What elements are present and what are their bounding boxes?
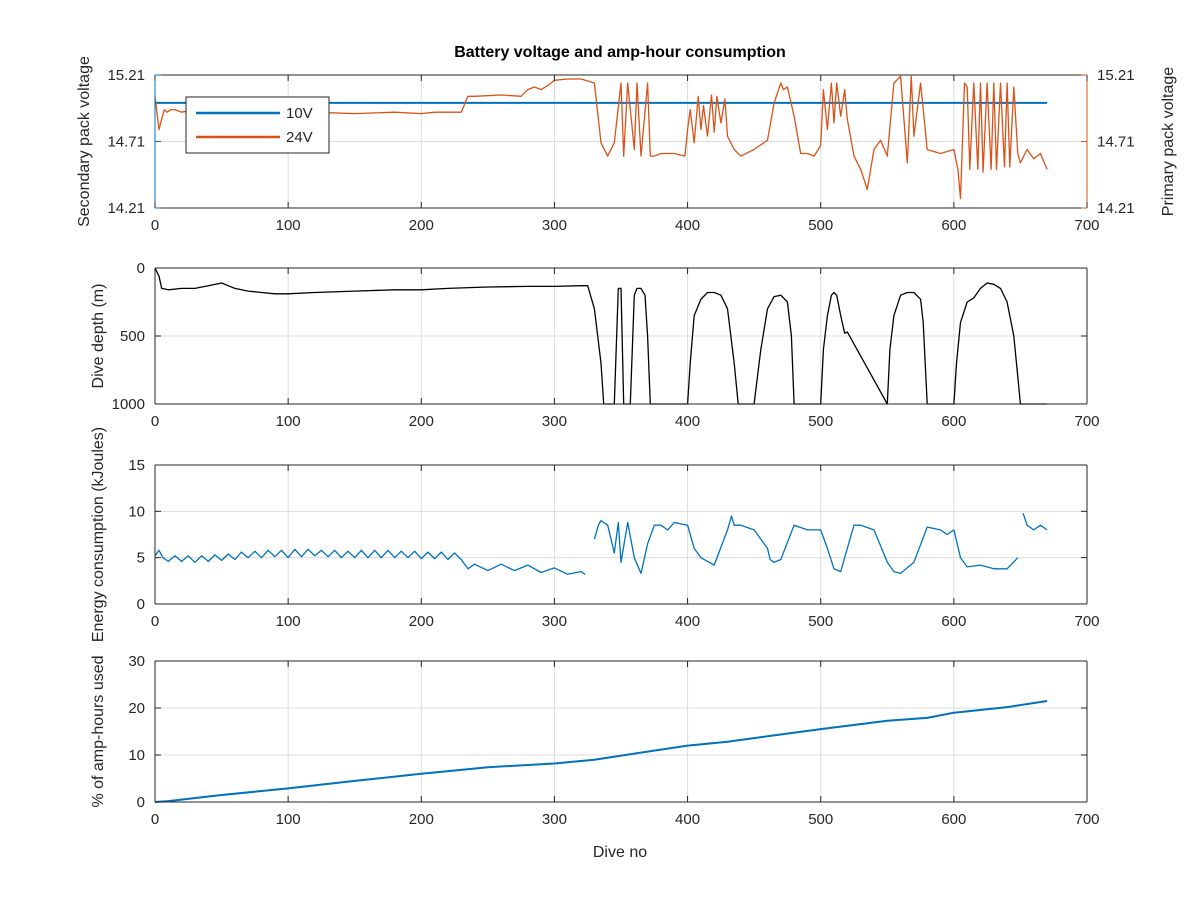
x-tick-label: 400 xyxy=(675,217,700,234)
x-tick-label: 600 xyxy=(941,613,966,630)
x-tick-label: 200 xyxy=(409,613,434,630)
x-tick-label: 100 xyxy=(276,217,301,234)
y-axis-label-right: Primary pack voltage xyxy=(1160,67,1177,216)
x-tick-label: 500 xyxy=(808,217,833,234)
x-tick-label: 700 xyxy=(1074,811,1099,828)
x-tick-label: 200 xyxy=(409,811,434,828)
y-tick-label: 500 xyxy=(120,328,145,345)
legend-box xyxy=(185,96,330,154)
x-tick-label: 0 xyxy=(151,613,159,630)
x-tick-label: 0 xyxy=(151,811,159,828)
x-tick-label: 500 xyxy=(808,413,833,430)
y-tick-label: 10 xyxy=(128,747,145,764)
x-tick-label: 200 xyxy=(409,217,434,234)
y-tick-label: 1000 xyxy=(112,396,145,413)
y-tick-label: 30 xyxy=(128,653,145,670)
y-tick-label: 0 xyxy=(137,596,145,613)
y-tick-label: 5 xyxy=(137,550,145,567)
x-tick-label: 400 xyxy=(675,613,700,630)
y-tick-label: 14.21 xyxy=(107,200,145,217)
x-tick-label: 100 xyxy=(276,413,301,430)
y-tick-label: 14.71 xyxy=(107,134,145,151)
x-tick-label: 500 xyxy=(808,811,833,828)
x-tick-label: 300 xyxy=(542,811,567,828)
x-tick-label: 700 xyxy=(1074,613,1099,630)
y-right-tick-label: 14.71 xyxy=(1097,134,1135,151)
legend-entry-label: 24V xyxy=(286,129,313,146)
series-line-energy-0 xyxy=(154,512,1048,575)
x-tick-label: 300 xyxy=(542,613,567,630)
y-axis-label: Secondary pack voltage xyxy=(76,56,93,227)
axes-energy: 0 100 200 300 400 500 600 700 0 5 10 15 Energy consu… xyxy=(90,427,1100,642)
y-right-tick-label: 14.21 xyxy=(1097,200,1135,217)
y-right-tick-label: 15.21 xyxy=(1097,67,1135,84)
y-axis-label: % of amp-hours used xyxy=(90,655,107,807)
y-tick-label: 0 xyxy=(137,794,145,811)
y-tick-label: 20 xyxy=(128,700,145,717)
series-line-24v xyxy=(154,75,1048,200)
axes-voltage: 0 100 200 300 400 500 600 70014.2114.7115.2114.… xyxy=(76,56,1177,234)
x-tick-label: 600 xyxy=(941,413,966,430)
y-tick-label: 10 xyxy=(128,503,145,520)
x-tick-label: 400 xyxy=(675,811,700,828)
chart-panels: 0 100 200 300 400 500 600 70014.2114.7115.2114.… xyxy=(76,56,1177,828)
x-tick-label: 0 xyxy=(151,217,159,234)
x-tick-label: 600 xyxy=(941,217,966,234)
x-tick-label: 700 xyxy=(1074,217,1099,234)
legend-entry-label: 10V xyxy=(286,105,313,122)
y-axis-label: Energy consumption (kJoules) xyxy=(90,427,107,642)
x-tick-label: 400 xyxy=(675,413,700,430)
y-tick-label: 15.21 xyxy=(107,67,145,84)
axes-amphours: 0 100 200 300 400 500 600 700 0 10 20 30 % of amp-ho… xyxy=(90,653,1100,828)
x-tick-label: 100 xyxy=(276,811,301,828)
x-tick-label: 200 xyxy=(409,413,434,430)
x-tick-label: 600 xyxy=(941,811,966,828)
y-tick-label: 0 xyxy=(137,260,145,277)
x-tick-label: 700 xyxy=(1074,413,1099,430)
series-line-amphours-0 xyxy=(154,700,1048,803)
x-axis-label: Dive no xyxy=(593,844,647,861)
x-tick-label: 300 xyxy=(542,217,567,234)
y-tick-label: 15 xyxy=(128,457,145,474)
series-line-depth-0 xyxy=(154,267,1048,405)
y-axis-label: Dive depth (m) xyxy=(90,284,107,389)
x-tick-label: 100 xyxy=(276,613,301,630)
x-tick-label: 0 xyxy=(151,413,159,430)
x-tick-label: 500 xyxy=(808,613,833,630)
figure-title: Battery voltage and amp-hour consumption xyxy=(454,44,786,61)
x-tick-label: 300 xyxy=(542,413,567,430)
axes-depth: 0 100 200 300 400 500 600 700 0 500 1000 Dive depth… xyxy=(90,260,1100,430)
